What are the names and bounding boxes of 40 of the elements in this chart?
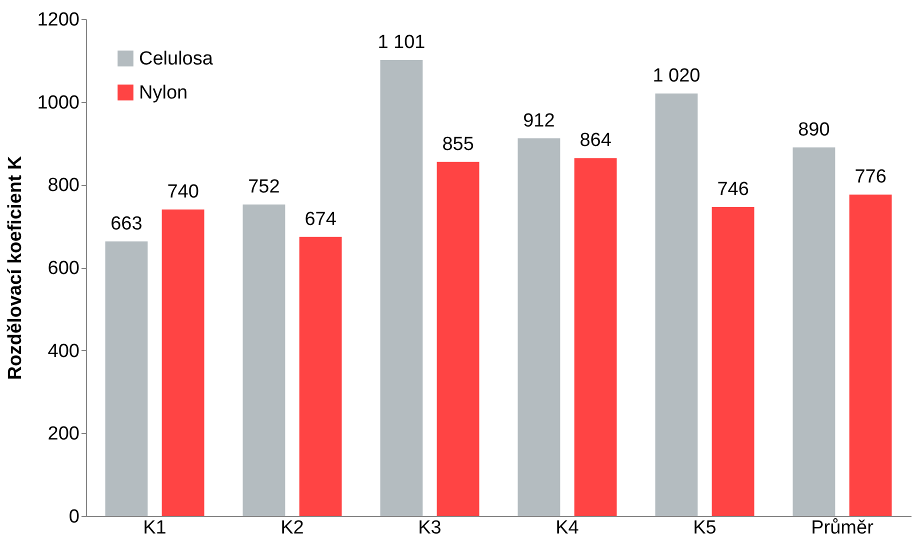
- y-tick-label: 0: [68, 506, 80, 528]
- data-label: 890: [798, 119, 830, 140]
- y-tick-label: 600: [48, 258, 80, 279]
- bar: [162, 210, 204, 516]
- bar: [518, 138, 560, 516]
- x-tick-label: K2: [280, 518, 304, 538]
- bar: [105, 241, 148, 516]
- data-label: 1 020: [652, 66, 700, 87]
- bar: [436, 162, 480, 516]
- data-label: 740: [167, 182, 199, 203]
- y-tick-label: 1200: [37, 10, 80, 30]
- data-label: 776: [854, 166, 886, 188]
- x-tick-label: K5: [693, 518, 716, 538]
- bar: [792, 147, 836, 516]
- bar: [655, 94, 698, 516]
- bar: [574, 158, 617, 516]
- data-label: 1 101: [378, 32, 426, 54]
- bar: [242, 204, 286, 516]
- data-label: 912: [523, 110, 555, 132]
- y-axis-title: Rozdělovací koeficient K: [5, 156, 26, 380]
- x-tick-label: K4: [556, 518, 580, 538]
- legend-label: Nylon: [139, 82, 188, 104]
- data-label: 752: [248, 176, 280, 198]
- x-tick-label: Průměr: [811, 518, 874, 538]
- y-tick-label: 800: [48, 175, 80, 196]
- y-tick-label: 1000: [37, 92, 80, 114]
- bar: [380, 60, 423, 516]
- data-label: 674: [304, 208, 337, 230]
- data-label: 746: [717, 179, 749, 200]
- bar: [849, 194, 892, 516]
- y-tick-label: 400: [48, 340, 80, 362]
- data-label: 855: [442, 134, 474, 155]
- data-label: 864: [580, 130, 612, 152]
- x-tick-label: K1: [143, 518, 166, 538]
- bar: [299, 236, 342, 516]
- bar: [712, 207, 754, 516]
- x-tick-label: K3: [418, 518, 442, 538]
- y-tick-label: 200: [48, 424, 80, 445]
- data-label: 663: [110, 213, 142, 234]
- legend-label: Celulosa: [139, 48, 214, 70]
